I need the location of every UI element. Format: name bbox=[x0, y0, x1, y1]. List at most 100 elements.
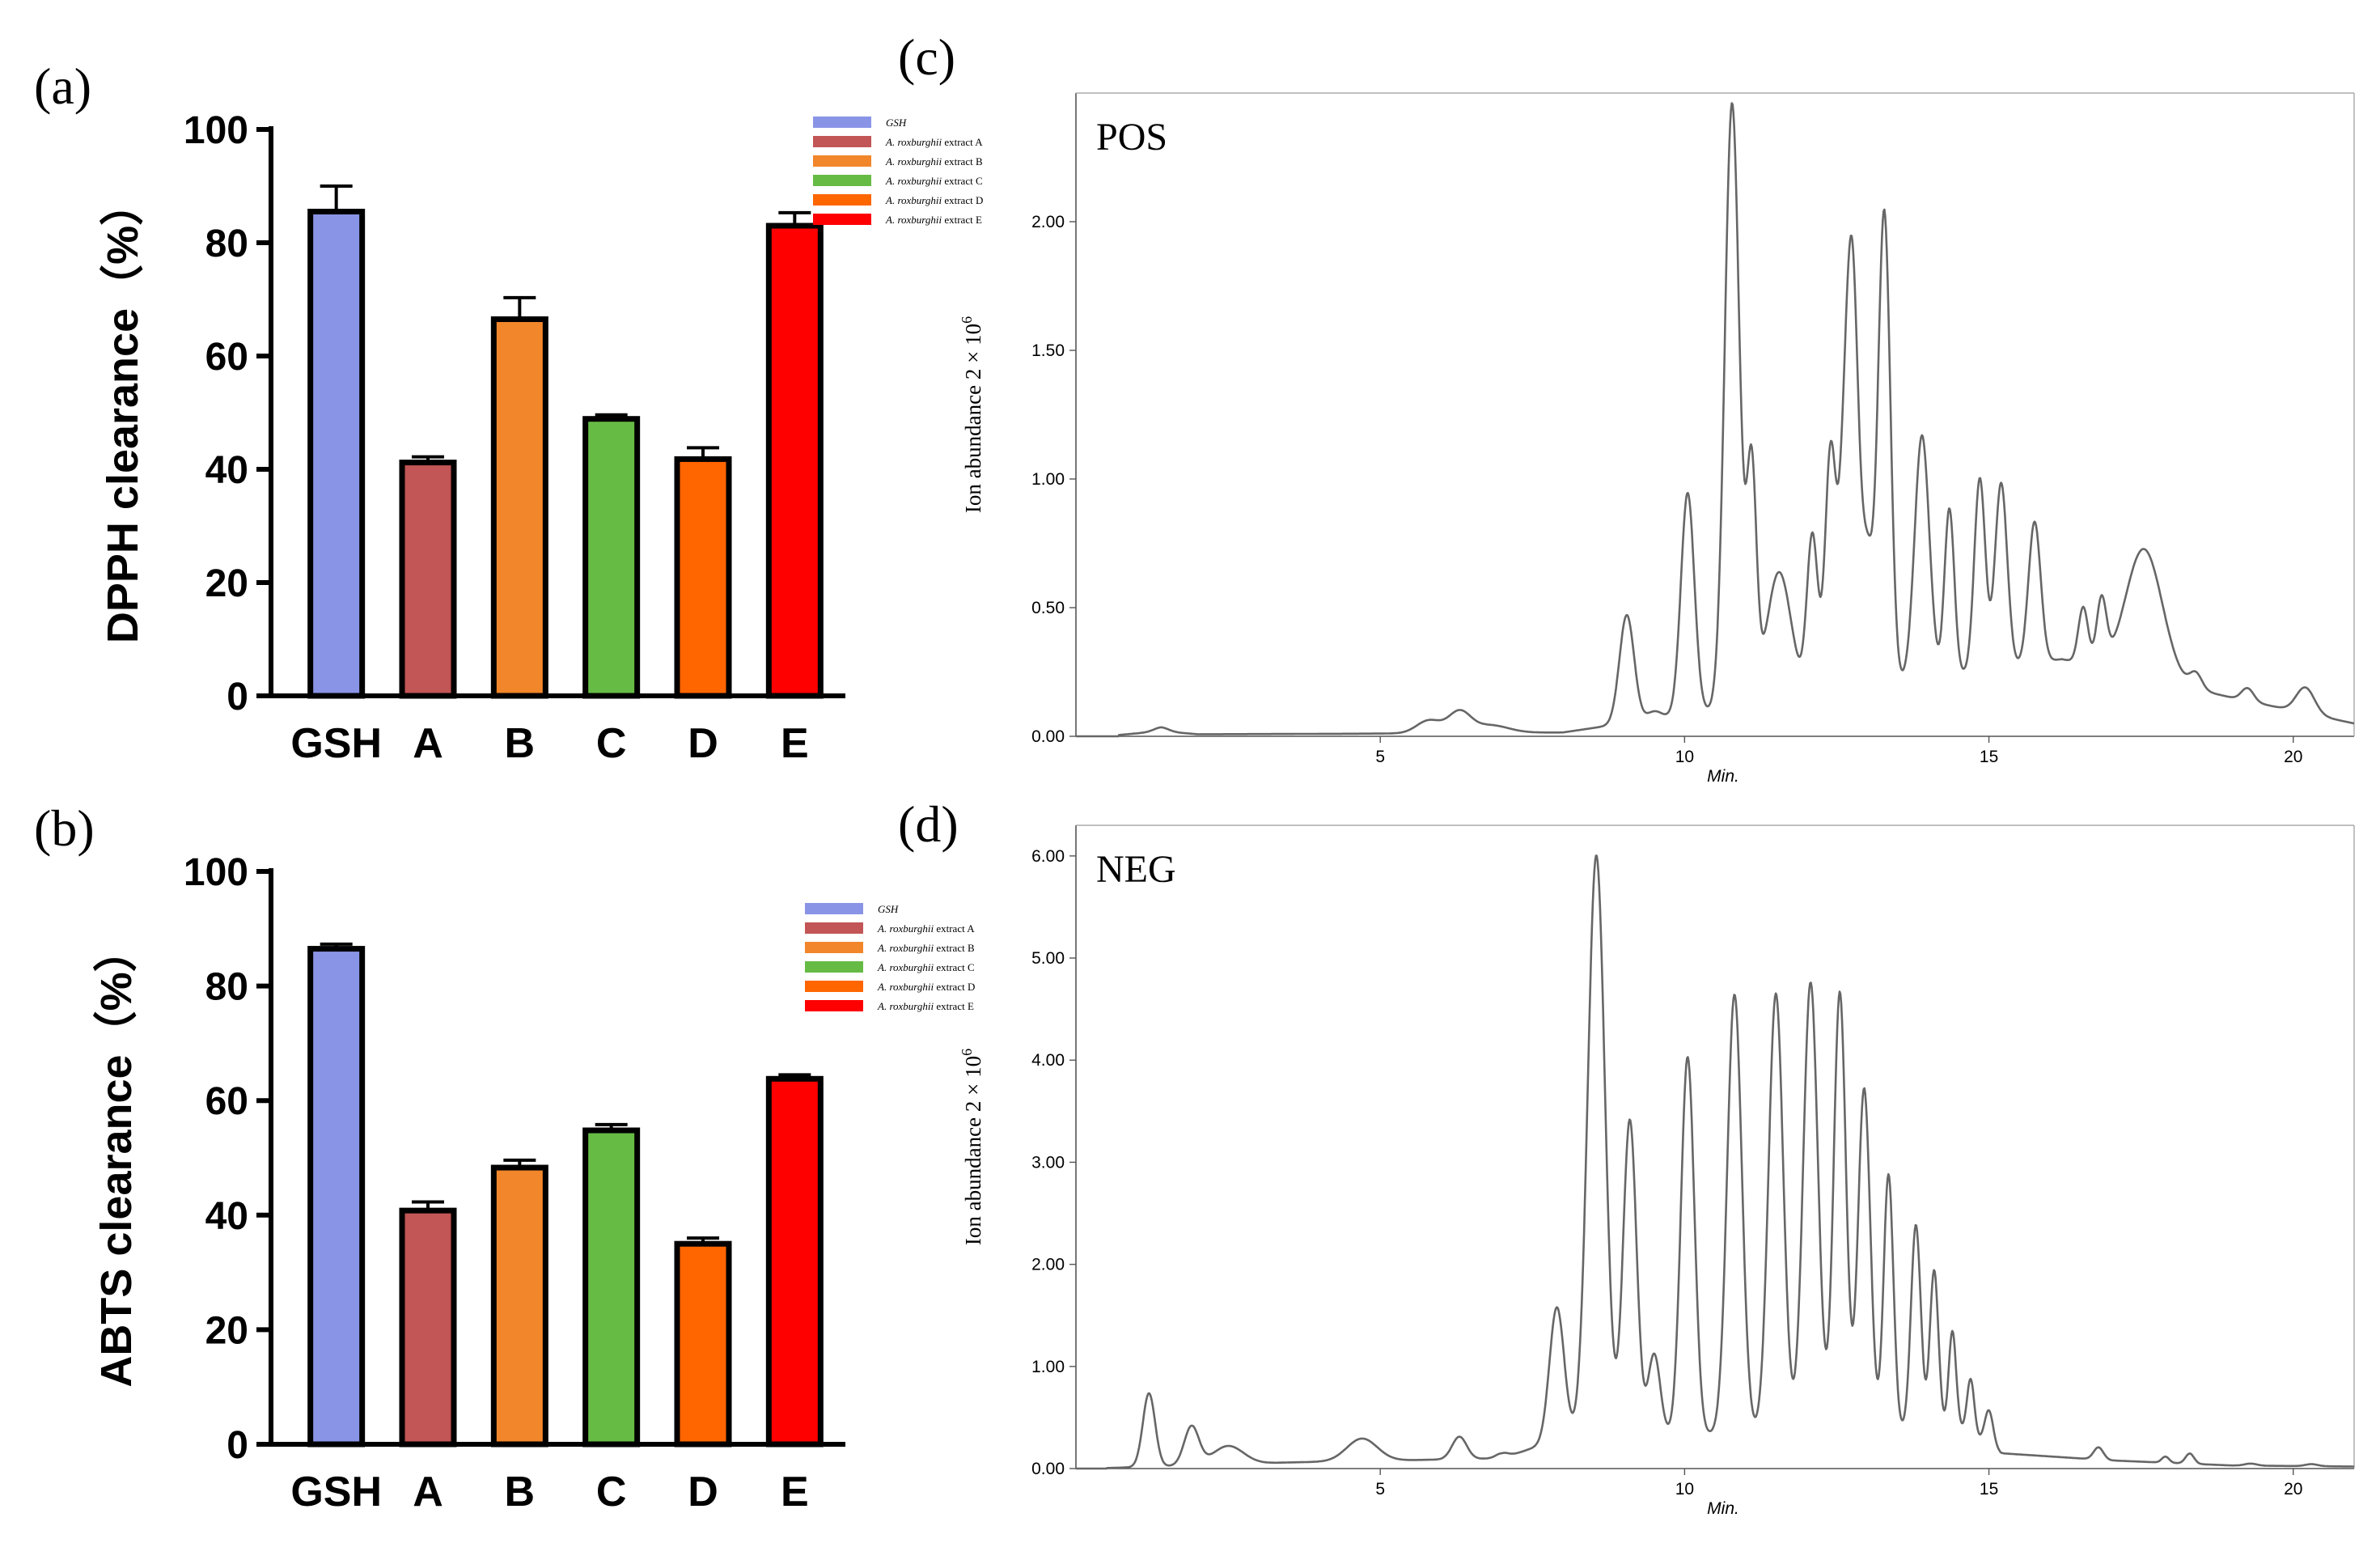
legend-swatch-E bbox=[813, 214, 871, 225]
bar-D bbox=[674, 1240, 732, 1448]
x-tick-label-C: C bbox=[596, 1469, 627, 1515]
y-tick-label: 0.50 bbox=[1031, 599, 1065, 617]
y-axis-label-text: Ion abundance 2 × 10 bbox=[961, 324, 985, 513]
legend-entry-B: A. roxburghii extract B bbox=[877, 942, 975, 954]
y-tick-label: 80 bbox=[205, 966, 248, 1009]
legend-entry-italic: GSH bbox=[886, 117, 907, 129]
legend-entry-text: extract B bbox=[934, 942, 975, 954]
x-tick-label-B: B bbox=[505, 1469, 536, 1515]
legend-entry-E: A. roxburghii extract E bbox=[877, 1000, 974, 1012]
legend-swatch-A bbox=[813, 136, 871, 147]
legend-swatch-C bbox=[805, 961, 863, 973]
x-tick-label: 5 bbox=[1375, 748, 1385, 766]
legend-entry-italic: A. roxburghii bbox=[885, 175, 942, 187]
legend-entry-C: A. roxburghii extract C bbox=[885, 175, 983, 187]
legend-entry-italic: A. roxburghii bbox=[877, 942, 934, 954]
y-tick-label: 6.00 bbox=[1031, 847, 1065, 866]
legend-entry-GSH: GSH bbox=[886, 117, 907, 129]
legend-swatch-D bbox=[813, 194, 871, 206]
legend-entry-C: A. roxburghii extract C bbox=[877, 961, 975, 973]
legend-swatch-D bbox=[805, 981, 863, 992]
legend-entry-text: extract D bbox=[942, 194, 983, 206]
y-axis-label-exponent: 6 bbox=[959, 316, 975, 324]
x-axis-label: Min. bbox=[1707, 1499, 1739, 1518]
legend-entry-text: extract C bbox=[934, 961, 975, 973]
x-tick-label-C: C bbox=[596, 720, 627, 767]
panel-label-d: (d) bbox=[898, 795, 959, 853]
legend-entry-italic: GSH bbox=[878, 903, 899, 915]
legend-swatch-A bbox=[805, 922, 863, 934]
legend-entry-text: extract B bbox=[942, 155, 983, 167]
bar-D bbox=[674, 456, 732, 699]
y-tick-label: 40 bbox=[205, 1195, 248, 1238]
y-axis-label: Ion abundance 2 × 106 bbox=[959, 316, 985, 513]
x-tick-label: 5 bbox=[1375, 1480, 1385, 1498]
y-tick-label: 4.00 bbox=[1031, 1051, 1065, 1070]
legend-entry-italic: A. roxburghii bbox=[885, 214, 942, 226]
y-tick-label: 3.00 bbox=[1031, 1153, 1065, 1172]
legend-entry-text: extract C bbox=[942, 175, 983, 187]
y-tick-label: 5.00 bbox=[1031, 949, 1065, 968]
x-tick-label-B: B bbox=[505, 720, 536, 767]
legend-entry-text: extract A bbox=[934, 922, 975, 935]
y-axis-label: DPPH clearance（%） bbox=[99, 182, 147, 643]
polarity-tag: POS bbox=[1096, 116, 1167, 159]
y-tick-label: 2.00 bbox=[1031, 1256, 1065, 1274]
y-tick-label: 100 bbox=[184, 851, 248, 894]
bar-GSH bbox=[307, 209, 366, 699]
x-tick-label-E: E bbox=[781, 720, 809, 767]
legend-entry-italic: A. roxburghii bbox=[877, 961, 934, 973]
x-tick-label-E: E bbox=[781, 1469, 809, 1515]
legend-entry-D: A. roxburghii extract D bbox=[877, 981, 975, 993]
legend-entry-GSH: GSH bbox=[878, 903, 899, 915]
neg-chromatogram: NEG 0.00 1.00 2.00 3.00 4.00 5.00 6.00 5 10 15 20 Mi… bbox=[959, 824, 2355, 1518]
legend-entry-D: A. roxburghii extract D bbox=[885, 194, 983, 206]
panel-label-b: (b) bbox=[34, 799, 95, 857]
y-tick-label: 0 bbox=[227, 1424, 248, 1467]
x-tick-label-GSH: GSH bbox=[290, 720, 382, 767]
legend-entry-text: extract E bbox=[934, 1000, 974, 1012]
legend-swatch-GSH bbox=[813, 117, 871, 128]
bar-E bbox=[765, 223, 824, 699]
bar-A bbox=[399, 1207, 457, 1448]
legend-swatch-GSH bbox=[805, 903, 863, 914]
y-axis-label-text: Ion abundance 2 × 10 bbox=[961, 1056, 985, 1245]
y-tick-label: 60 bbox=[205, 1080, 248, 1123]
legend-entry-A: A. roxburghii extract A bbox=[885, 136, 983, 148]
y-tick-label: 1.00 bbox=[1031, 1358, 1065, 1376]
legend-swatch-B bbox=[805, 942, 863, 953]
y-tick-label: 60 bbox=[205, 336, 248, 379]
dpph-bar-chart: 0 20 40 60 80 100 DPPH clearance（%） GSH A B C D E GSH… bbox=[99, 109, 983, 767]
x-tick-label-D: D bbox=[688, 720, 718, 767]
legend-entry-italic: A. roxburghii bbox=[885, 136, 942, 148]
legend-entry-italic: A. roxburghii bbox=[877, 922, 934, 935]
y-tick-label: 1.50 bbox=[1031, 341, 1065, 360]
legend-entry-text: extract D bbox=[934, 981, 975, 993]
y-axis-label: ABTS clearance（%） bbox=[92, 928, 141, 1387]
legend-swatch-E bbox=[805, 1000, 863, 1011]
y-tick-label: 0.00 bbox=[1031, 727, 1065, 746]
bar-A bbox=[399, 460, 457, 699]
chromatogram-trace bbox=[1075, 854, 2355, 1470]
legend-entry-italic: A. roxburghii bbox=[885, 155, 942, 167]
legend-entry-text: extract A bbox=[942, 136, 983, 148]
legend-entry-A: A. roxburghii extract A bbox=[877, 922, 975, 935]
legend-entry-italic: A. roxburghii bbox=[877, 1000, 934, 1012]
y-tick-label: 80 bbox=[205, 223, 248, 265]
y-tick-label: 1.00 bbox=[1031, 470, 1065, 489]
x-tick-label-A: A bbox=[413, 720, 443, 767]
x-tick-label-GSH: GSH bbox=[290, 1469, 382, 1515]
abts-bar-chart: 0 20 40 60 80 100 ABTS clearance（%） GSH A B C D E GSH… bbox=[92, 851, 975, 1515]
x-tick-label: 20 bbox=[2284, 1480, 2302, 1498]
y-tick-label: 0 bbox=[227, 676, 248, 719]
y-tick-label: 40 bbox=[205, 449, 248, 492]
y-axis-label: Ion abundance 2 × 106 bbox=[959, 1049, 985, 1245]
legend-swatch-B bbox=[813, 155, 871, 167]
x-tick-label: 20 bbox=[2284, 748, 2302, 766]
y-tick-label: 20 bbox=[205, 1309, 248, 1352]
bar-E bbox=[765, 1075, 824, 1448]
bar-C bbox=[582, 1127, 641, 1448]
y-axis-label-exponent: 6 bbox=[959, 1049, 975, 1056]
